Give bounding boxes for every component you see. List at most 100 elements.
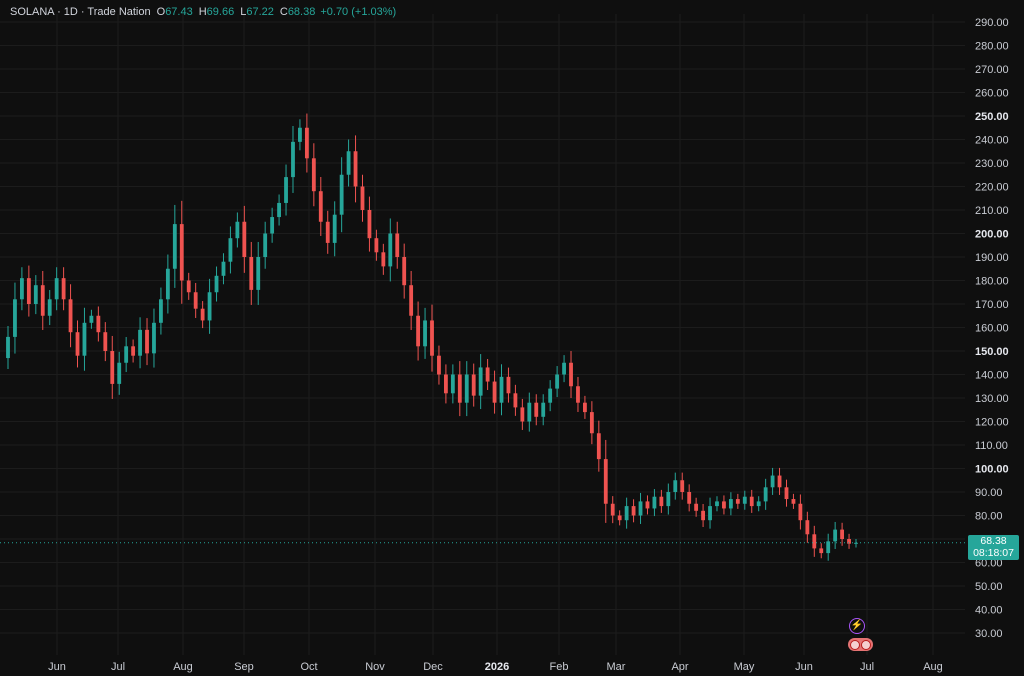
y-tick-label: 60.00 [975, 558, 1003, 570]
candle [75, 320, 80, 368]
candle-body [826, 541, 831, 554]
candle [784, 479, 789, 507]
candle [506, 367, 511, 403]
candle [325, 210, 330, 254]
candle-body [339, 174, 344, 215]
candle [61, 267, 66, 311]
y-tick-label: 240.00 [975, 135, 1009, 147]
lightning-icon[interactable]: ⚡ [849, 618, 865, 634]
candle [284, 164, 288, 216]
candle [291, 125, 295, 193]
high-label: H [198, 6, 207, 18]
y-tick-label: 250.00 [975, 111, 1009, 123]
candle-body [798, 503, 803, 521]
candle-body [124, 346, 129, 363]
candle-body [847, 539, 851, 544]
candle-body [457, 374, 462, 403]
candle-body [631, 506, 636, 516]
candle [228, 226, 233, 274]
candle [756, 496, 761, 512]
y-tick-label: 130.00 [975, 393, 1009, 405]
candle [777, 467, 782, 495]
candle [631, 499, 636, 523]
x-tick-label: Aug [173, 661, 193, 673]
candle [110, 335, 115, 399]
candle-body [388, 233, 393, 267]
candle [569, 351, 573, 398]
x-tick-label: Sep [234, 661, 254, 673]
candle-body [214, 275, 219, 293]
candle-body [506, 376, 511, 394]
candle-body [423, 320, 427, 347]
y-tick-label: 270.00 [975, 64, 1009, 76]
y-tick-label: 190.00 [975, 252, 1009, 264]
candle [562, 355, 566, 383]
candle [402, 243, 407, 299]
candle-body [527, 402, 532, 422]
candle [304, 113, 309, 173]
candle-body [200, 308, 205, 321]
x-tick-label: Jun [48, 661, 66, 673]
candle-body [603, 459, 608, 504]
candle [555, 366, 560, 398]
x-tick-label: Jul [860, 661, 874, 673]
candle-body [534, 402, 539, 417]
candle-body [492, 381, 497, 403]
candle-body [617, 515, 622, 521]
y-tick-label: 230.00 [975, 158, 1009, 170]
y-tick-label: 120.00 [975, 417, 1009, 429]
candle-body [304, 127, 309, 159]
candle [159, 287, 163, 335]
candle-body [548, 388, 553, 403]
x-tick-label: Feb [550, 661, 569, 673]
candle [548, 380, 553, 412]
candle [360, 174, 365, 222]
candle-body [749, 496, 754, 507]
candle [583, 395, 587, 419]
candle-body [409, 285, 414, 316]
symbol-label[interactable]: SOLANA · 1D · Trade Nation [10, 6, 151, 18]
candle [659, 489, 664, 513]
y-tick-label: 150.00 [975, 346, 1009, 358]
x-tick-label: Mar [607, 661, 626, 673]
candle [638, 492, 643, 524]
flag-icon[interactable] [848, 638, 873, 651]
y-tick-label: 200.00 [975, 229, 1009, 241]
candle [735, 493, 740, 509]
candle-body [513, 393, 518, 408]
candle-body [207, 292, 212, 321]
candle-body [277, 202, 281, 218]
high-value: 69.66 [206, 6, 235, 18]
x-tick-label: Jul [111, 661, 125, 673]
candle-body [833, 529, 838, 542]
candle-body [471, 374, 476, 396]
candle [722, 495, 726, 515]
candle-body [555, 374, 560, 389]
candle [332, 201, 337, 257]
low-label: L [240, 6, 247, 18]
candle [47, 290, 52, 326]
candle [819, 543, 824, 559]
candle [576, 376, 580, 412]
candle-body [325, 221, 330, 243]
close-label: C [279, 6, 288, 18]
candle [256, 241, 261, 305]
candle [652, 489, 657, 517]
candle-body [311, 158, 316, 192]
candle-body [61, 278, 66, 300]
current-price: 68.38 [980, 535, 1007, 547]
candle [145, 318, 149, 366]
candle [124, 337, 129, 373]
candle [318, 176, 323, 236]
candle-body [40, 285, 45, 316]
candle-body [374, 238, 379, 253]
y-tick-label: 140.00 [975, 370, 1009, 382]
candle [513, 384, 518, 416]
candle-body [569, 362, 573, 387]
candle [437, 345, 441, 385]
candle-body [110, 351, 115, 384]
candle [416, 301, 421, 361]
candle-body [138, 329, 142, 356]
